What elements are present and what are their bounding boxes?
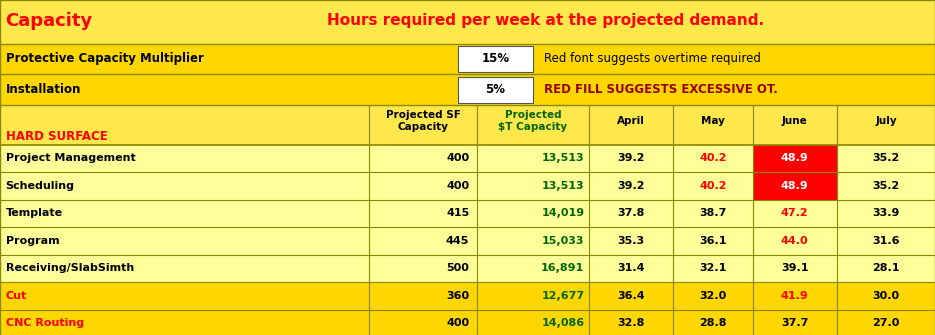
- Text: Receiving/SlabSimth: Receiving/SlabSimth: [6, 263, 134, 273]
- Text: 36.1: 36.1: [699, 236, 726, 246]
- Text: 16,891: 16,891: [541, 263, 584, 273]
- Text: 31.6: 31.6: [872, 236, 899, 246]
- Bar: [0, 200, 935, 227]
- Text: Cut: Cut: [6, 291, 27, 301]
- Bar: [0, 74, 935, 105]
- Text: 13,513: 13,513: [541, 181, 584, 191]
- Text: 32.8: 32.8: [617, 318, 645, 328]
- Text: 35.3: 35.3: [617, 236, 645, 246]
- Text: June: June: [782, 116, 808, 126]
- Text: 28.8: 28.8: [699, 318, 726, 328]
- Text: 400: 400: [446, 318, 469, 328]
- Text: 36.4: 36.4: [617, 291, 645, 301]
- Text: 35.2: 35.2: [872, 181, 899, 191]
- Text: April: April: [617, 116, 645, 126]
- Text: July: July: [875, 116, 897, 126]
- Bar: [753, 172, 837, 200]
- Text: 38.7: 38.7: [699, 208, 726, 218]
- Text: 47.2: 47.2: [781, 208, 809, 218]
- Bar: [0, 145, 935, 172]
- Bar: [753, 145, 837, 172]
- Bar: [0, 255, 935, 282]
- Text: 39.2: 39.2: [617, 181, 645, 191]
- Text: 37.7: 37.7: [781, 318, 809, 328]
- Text: 12,677: 12,677: [541, 291, 584, 301]
- Bar: [0, 310, 935, 335]
- Text: 14,019: 14,019: [541, 208, 584, 218]
- Bar: [0, 227, 935, 255]
- Text: 27.0: 27.0: [872, 318, 899, 328]
- Text: 39.1: 39.1: [781, 263, 809, 273]
- Text: Protective Capacity Multiplier: Protective Capacity Multiplier: [6, 53, 204, 65]
- Text: 33.9: 33.9: [872, 208, 899, 218]
- Text: Installation: Installation: [6, 83, 81, 96]
- Text: 37.8: 37.8: [617, 208, 645, 218]
- Text: Program: Program: [6, 236, 59, 246]
- Text: CNC Routing: CNC Routing: [6, 318, 84, 328]
- Text: Projected SF
Capacity: Projected SF Capacity: [385, 110, 461, 132]
- Text: 48.9: 48.9: [781, 181, 809, 191]
- Text: Hours required per week at the projected demand.: Hours required per week at the projected…: [327, 13, 765, 28]
- Text: 28.1: 28.1: [872, 263, 899, 273]
- Text: 415: 415: [446, 208, 469, 218]
- Bar: [458, 77, 533, 103]
- Text: 32.0: 32.0: [699, 291, 726, 301]
- Text: 13,513: 13,513: [541, 153, 584, 163]
- Text: 445: 445: [446, 236, 469, 246]
- Text: 30.0: 30.0: [872, 291, 899, 301]
- Text: 15%: 15%: [482, 53, 510, 65]
- Text: Red font suggests overtime required: Red font suggests overtime required: [544, 53, 761, 65]
- Bar: [458, 46, 533, 72]
- Bar: [0, 44, 935, 74]
- Text: Capacity: Capacity: [6, 12, 93, 30]
- Text: 14,086: 14,086: [541, 318, 584, 328]
- Text: 31.4: 31.4: [617, 263, 645, 273]
- Bar: [0, 105, 935, 145]
- Bar: [0, 282, 935, 310]
- Bar: [0, 172, 935, 200]
- Text: 48.9: 48.9: [781, 153, 809, 163]
- Text: 40.2: 40.2: [699, 181, 726, 191]
- Text: 15,033: 15,033: [542, 236, 584, 246]
- Text: 44.0: 44.0: [781, 236, 809, 246]
- Text: HARD SURFACE: HARD SURFACE: [6, 130, 108, 142]
- Text: 500: 500: [447, 263, 469, 273]
- Text: Projected
$T Capacity: Projected $T Capacity: [498, 110, 568, 132]
- Text: Template: Template: [6, 208, 63, 218]
- Text: May: May: [701, 116, 725, 126]
- Text: 5%: 5%: [485, 83, 506, 96]
- Text: 41.9: 41.9: [781, 291, 809, 301]
- Text: RED FILL SUGGESTS EXCESSIVE OT.: RED FILL SUGGESTS EXCESSIVE OT.: [544, 83, 778, 96]
- Text: Scheduling: Scheduling: [6, 181, 75, 191]
- Text: 360: 360: [446, 291, 469, 301]
- Text: Project Management: Project Management: [6, 153, 136, 163]
- Text: 40.2: 40.2: [699, 153, 726, 163]
- Text: 400: 400: [446, 181, 469, 191]
- Text: 35.2: 35.2: [872, 153, 899, 163]
- Text: 39.2: 39.2: [617, 153, 645, 163]
- Bar: [0, 0, 935, 44]
- Text: 32.1: 32.1: [699, 263, 726, 273]
- Text: 400: 400: [446, 153, 469, 163]
